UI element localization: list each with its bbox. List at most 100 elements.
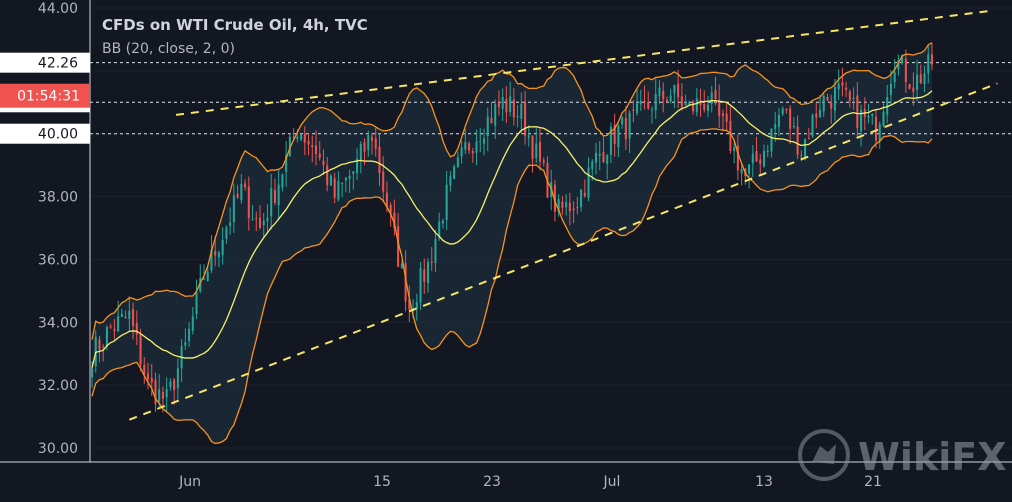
- candle-body[interactable]: [583, 192, 586, 197]
- candle-body[interactable]: [572, 208, 575, 211]
- candle-body[interactable]: [109, 326, 112, 328]
- candle-body[interactable]: [255, 218, 258, 220]
- candle-body[interactable]: [837, 83, 840, 90]
- candle-body[interactable]: [699, 100, 702, 106]
- trendline-lower[interactable]: [128, 82, 998, 421]
- candle-body[interactable]: [748, 164, 751, 174]
- candle-body[interactable]: [815, 113, 818, 118]
- candle-body[interactable]: [706, 104, 710, 111]
- candle-body[interactable]: [867, 116, 870, 118]
- candle-body[interactable]: [173, 379, 176, 391]
- candle-body[interactable]: [796, 126, 799, 155]
- candle-body[interactable]: [751, 153, 754, 164]
- candle-body[interactable]: [251, 219, 254, 221]
- candle-body[interactable]: [886, 97, 889, 115]
- candle-body[interactable]: [860, 109, 863, 132]
- bb-lower-line[interactable]: [91, 128, 933, 445]
- candle-body[interactable]: [856, 95, 859, 129]
- candle-body[interactable]: [165, 388, 168, 398]
- candle-body[interactable]: [113, 329, 116, 331]
- candle-body[interactable]: [150, 377, 153, 383]
- candle-body[interactable]: [718, 99, 721, 117]
- candle-body[interactable]: [158, 389, 161, 402]
- candle-body[interactable]: [930, 54, 934, 65]
- candle-body[interactable]: [490, 117, 493, 124]
- candle-body[interactable]: [397, 226, 400, 267]
- candle-body[interactable]: [307, 140, 310, 145]
- candle-body[interactable]: [471, 151, 474, 154]
- candle-body[interactable]: [225, 227, 228, 239]
- candle-body[interactable]: [199, 278, 202, 292]
- candle-body[interactable]: [247, 186, 250, 218]
- candle-body[interactable]: [423, 269, 426, 282]
- candle-body[interactable]: [389, 204, 392, 214]
- candle-body[interactable]: [729, 120, 732, 152]
- candle-body[interactable]: [206, 271, 209, 282]
- candle-body[interactable]: [848, 91, 851, 101]
- candle-body[interactable]: [419, 268, 422, 303]
- candle-body[interactable]: [830, 102, 833, 109]
- candle-body[interactable]: [329, 175, 332, 186]
- candle-body[interactable]: [606, 154, 609, 165]
- candle-body[interactable]: [755, 151, 758, 162]
- candle-body[interactable]: [721, 113, 724, 117]
- candle-body[interactable]: [102, 346, 105, 348]
- candle-body[interactable]: [303, 133, 306, 143]
- candle-body[interactable]: [695, 98, 698, 113]
- candle-body[interactable]: [628, 112, 631, 139]
- candle-body[interactable]: [897, 60, 900, 70]
- candle-body[interactable]: [161, 392, 164, 399]
- candle-body[interactable]: [262, 220, 265, 226]
- candle-body[interactable]: [673, 85, 676, 94]
- candle-body[interactable]: [766, 150, 769, 153]
- candle-body[interactable]: [210, 249, 213, 271]
- candle-body[interactable]: [501, 96, 504, 109]
- candle-body[interactable]: [919, 74, 922, 84]
- candle-body[interactable]: [889, 83, 892, 96]
- candle-body[interactable]: [117, 316, 120, 332]
- candle-body[interactable]: [363, 142, 366, 152]
- candle-body[interactable]: [624, 118, 627, 140]
- candle-body[interactable]: [285, 154, 288, 172]
- candle-body[interactable]: [214, 251, 217, 256]
- candle-body[interactable]: [531, 135, 534, 160]
- candle-body[interactable]: [725, 113, 728, 122]
- candle-body[interactable]: [240, 183, 243, 201]
- candle-body[interactable]: [195, 292, 198, 314]
- candle-body[interactable]: [733, 147, 736, 152]
- candle-body[interactable]: [281, 174, 284, 188]
- candle-body[interactable]: [300, 134, 303, 140]
- candle-body[interactable]: [662, 90, 665, 100]
- candle-body[interactable]: [352, 171, 355, 175]
- candle-body[interactable]: [759, 159, 762, 164]
- candle-body[interactable]: [169, 381, 172, 388]
- candle-body[interactable]: [146, 373, 150, 380]
- candle-body[interactable]: [665, 99, 668, 103]
- candle-body[interactable]: [505, 98, 508, 113]
- candle-body[interactable]: [740, 168, 743, 174]
- candle-body[interactable]: [822, 95, 825, 112]
- trendline-upper[interactable]: [175, 10, 989, 116]
- candle-body[interactable]: [777, 115, 780, 128]
- candle-body[interactable]: [535, 143, 538, 159]
- candle-body[interactable]: [524, 101, 527, 136]
- candle-body[interactable]: [494, 104, 497, 126]
- candle-body[interactable]: [893, 72, 896, 83]
- candle-body[interactable]: [337, 181, 340, 200]
- candle-body[interactable]: [333, 178, 336, 198]
- candle-body[interactable]: [927, 54, 930, 74]
- candle-body[interactable]: [176, 368, 179, 389]
- candle-body[interactable]: [202, 278, 206, 280]
- candle-body[interactable]: [258, 217, 262, 228]
- candle-body[interactable]: [770, 128, 773, 152]
- candle-body[interactable]: [643, 100, 646, 103]
- candle-body[interactable]: [311, 145, 314, 148]
- candle-body[interactable]: [785, 108, 788, 110]
- candle-body[interactable]: [542, 160, 545, 163]
- candle-body[interactable]: [804, 138, 807, 158]
- candle-body[interactable]: [688, 101, 691, 105]
- candle-body[interactable]: [580, 189, 583, 208]
- candle-body[interactable]: [370, 136, 374, 141]
- candle-body[interactable]: [139, 334, 142, 365]
